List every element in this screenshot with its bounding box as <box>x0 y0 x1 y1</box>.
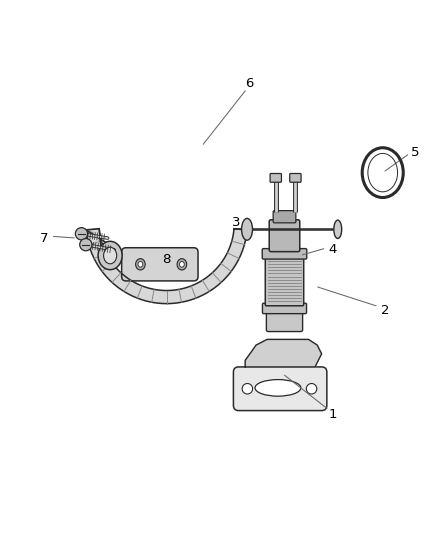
Circle shape <box>306 384 317 394</box>
FancyBboxPatch shape <box>233 367 327 410</box>
FancyBboxPatch shape <box>265 256 304 306</box>
Ellipse shape <box>255 379 301 396</box>
FancyBboxPatch shape <box>290 174 301 182</box>
Ellipse shape <box>180 262 184 267</box>
Circle shape <box>75 228 88 240</box>
Ellipse shape <box>98 241 122 270</box>
Polygon shape <box>86 229 247 304</box>
Text: 5: 5 <box>411 147 420 159</box>
Text: 8: 8 <box>162 254 171 266</box>
FancyBboxPatch shape <box>270 174 282 182</box>
Text: 3: 3 <box>232 216 241 229</box>
FancyBboxPatch shape <box>122 248 198 281</box>
FancyBboxPatch shape <box>262 248 307 259</box>
Text: 1: 1 <box>328 408 337 422</box>
Ellipse shape <box>177 259 187 270</box>
Ellipse shape <box>138 262 143 267</box>
FancyBboxPatch shape <box>266 311 303 332</box>
Text: 4: 4 <box>328 243 337 255</box>
Circle shape <box>80 239 92 251</box>
FancyBboxPatch shape <box>269 220 300 252</box>
FancyBboxPatch shape <box>262 303 307 313</box>
Polygon shape <box>245 340 321 367</box>
Ellipse shape <box>136 259 145 270</box>
Circle shape <box>242 384 253 394</box>
Text: 2: 2 <box>381 304 389 317</box>
Ellipse shape <box>242 219 253 240</box>
Ellipse shape <box>334 220 342 238</box>
Text: 7: 7 <box>40 232 49 245</box>
Text: 6: 6 <box>245 77 254 90</box>
Ellipse shape <box>103 247 117 264</box>
FancyBboxPatch shape <box>273 211 296 223</box>
